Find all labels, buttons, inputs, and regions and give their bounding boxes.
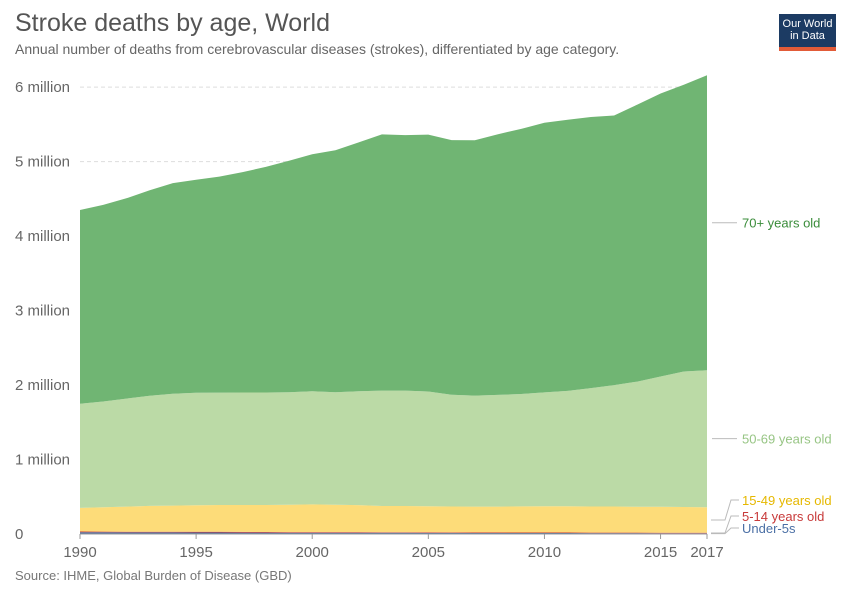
series-label-15-49-years-old: 15-49 years old: [742, 493, 832, 508]
area-50-69-years-old[interactable]: [80, 370, 707, 508]
series-label-5-14-years-old: 5-14 years old: [742, 509, 824, 524]
chart-title: Stroke deaths by age, World: [15, 9, 330, 37]
label-leader-line: [711, 499, 739, 521]
series-areas: [80, 75, 707, 534]
y-tick-label: 2 million: [15, 377, 70, 394]
logo-line-2: in Data: [790, 30, 825, 42]
y-tick-label: 1 million: [15, 452, 70, 469]
x-tick-label: 1990: [63, 544, 96, 561]
x-tick-label: 2010: [528, 544, 561, 561]
series-label-under-5s: Under-5s: [742, 521, 796, 536]
source-note: Source: IHME, Global Burden of Disease (…: [15, 568, 292, 583]
area-15-49-years-old[interactable]: [80, 504, 707, 533]
x-tick-label: 1995: [179, 544, 212, 561]
series-label-70-years-old: 70+ years old: [742, 216, 820, 231]
y-tick-label: 3 million: [15, 303, 70, 320]
y-axis: 0 1 million 2 million 3 million 4 million 5 m…: [15, 79, 70, 543]
y-tick-label: 0: [15, 526, 23, 543]
x-tick-label: 2000: [296, 544, 329, 561]
x-tick-label: 2017: [690, 544, 723, 561]
x-tick-label: 2005: [412, 544, 445, 561]
owid-logo[interactable]: Our World in Data: [779, 14, 836, 51]
series-label-50-69-years-old: 50-69 years old: [742, 432, 832, 447]
logo-accent-bar: [779, 47, 836, 51]
area-5-14-years-old[interactable]: [80, 531, 707, 534]
y-tick-label: 6 million: [15, 79, 70, 96]
logo-line-1: Our World: [782, 18, 833, 30]
y-tick-label: 4 million: [15, 228, 70, 245]
label-leader-line: [711, 527, 739, 535]
series-labels: 70+ years old 50-69 years old 15-49 years …: [711, 216, 832, 536]
chart-subtitle: Annual number of deaths from cerebrovasc…: [15, 41, 620, 57]
x-tick-label: 2015: [644, 544, 677, 561]
label-leader-line: [711, 515, 739, 534]
x-axis: 1990 1995 2000 2005 2010 2015 2017: [63, 533, 724, 561]
area-70-years-old[interactable]: [80, 75, 707, 404]
y-tick-label: 5 million: [15, 154, 70, 171]
